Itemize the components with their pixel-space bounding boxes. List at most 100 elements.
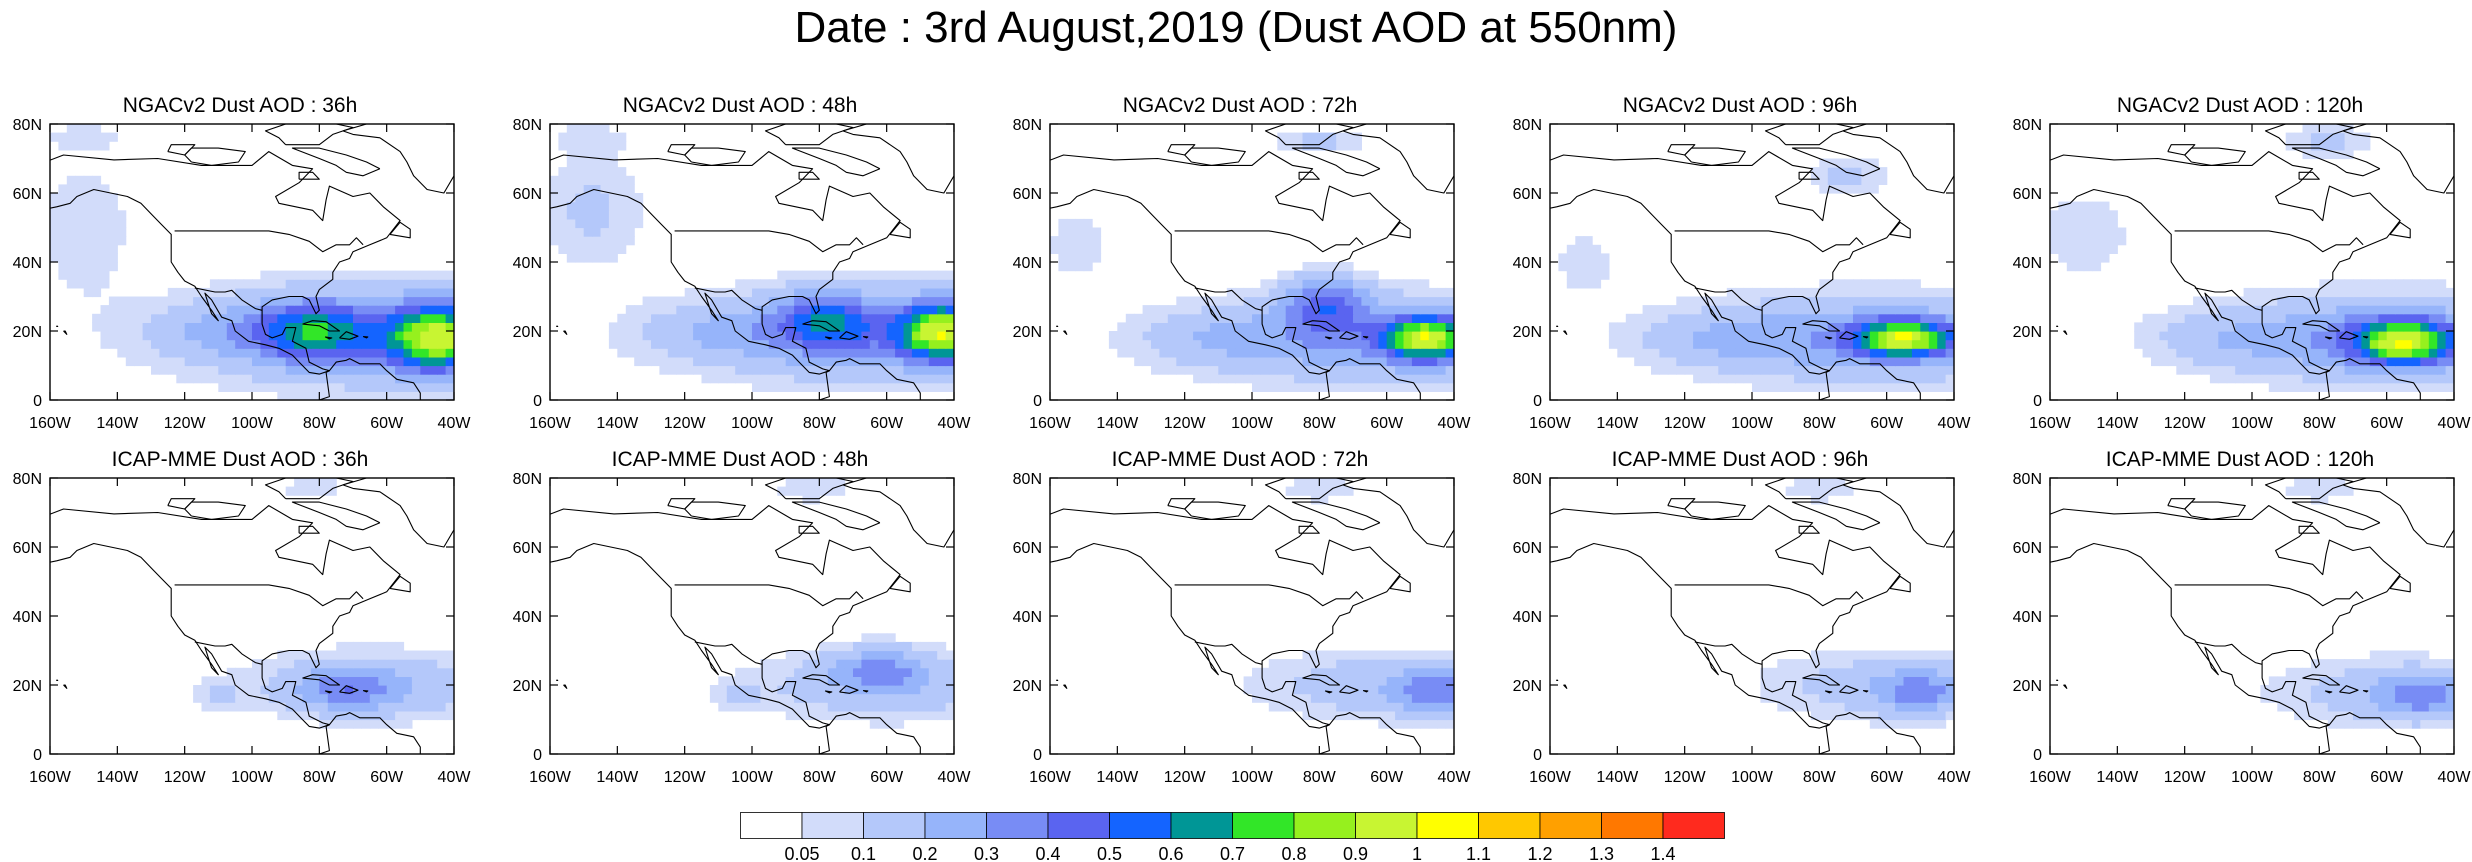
aod-cell [810, 339, 820, 349]
aod-cell [420, 702, 430, 712]
aod-cell [1878, 279, 1888, 289]
aod-cell [260, 659, 270, 669]
aod-cell [1785, 365, 1795, 375]
aod-cell [1117, 322, 1127, 332]
aod-cell [1810, 710, 1820, 721]
aod-cell [2395, 348, 2405, 358]
aod-cell [861, 650, 871, 660]
aod-cell [319, 710, 329, 721]
aod-cell [2268, 313, 2278, 323]
aod-cell [1294, 279, 1304, 289]
aod-cell [1184, 322, 1194, 332]
aod-cell [369, 702, 379, 712]
aod-cell [1768, 296, 1778, 306]
aod-cell [294, 478, 304, 488]
aod-cell [2378, 685, 2388, 695]
aod-cell [1319, 313, 1329, 323]
aod-cell [1928, 667, 1938, 677]
aod-cell [2361, 365, 2371, 375]
aod-cell [1319, 382, 1329, 392]
aod-cell [1827, 305, 1837, 315]
aod-cell [2184, 348, 2194, 358]
colorbar-label: 1.2 [1527, 844, 1552, 862]
aod-cell [810, 685, 820, 695]
aod-cell [428, 339, 438, 349]
aod-cell [108, 339, 118, 349]
aod-cell [1445, 331, 1454, 341]
aod-cell [1945, 348, 1954, 358]
aod-cell [2319, 279, 2329, 289]
aod-cell [1369, 374, 1379, 384]
aod-cell [1642, 322, 1652, 332]
aod-cell [378, 313, 388, 323]
aod-cell [768, 313, 778, 323]
aod-cell [361, 322, 371, 332]
lat-tick-label: 20N [1513, 678, 1542, 695]
national-border [2174, 230, 2364, 253]
aod-cell [1693, 339, 1703, 349]
aod-cell [785, 676, 795, 686]
aod-cell [1277, 382, 1287, 392]
aod-cell [550, 227, 559, 237]
aod-cell [592, 167, 602, 177]
aod-cell [117, 331, 127, 341]
aod-cell [2235, 348, 2245, 358]
aod-cell [928, 339, 938, 349]
aod-cell [2058, 244, 2068, 254]
aod-cell [1428, 685, 1438, 695]
aod-cell [1403, 331, 1413, 341]
aod-cell [1277, 339, 1287, 349]
aod-cell [1344, 650, 1354, 660]
aod-cell [344, 719, 354, 729]
aod-cell [583, 167, 593, 177]
coastline [2050, 505, 2401, 729]
aod-cell [810, 659, 820, 669]
aod-cell [201, 313, 211, 323]
coastline [2302, 674, 2341, 686]
aod-cell [920, 685, 930, 695]
aod-cell [1895, 305, 1905, 315]
aod-cell [1895, 365, 1905, 375]
aod-cell [151, 331, 160, 341]
aod-cell [2428, 296, 2438, 306]
aod-cell [726, 313, 736, 323]
aod-cell [2411, 339, 2421, 349]
aod-cell [853, 287, 862, 298]
aod-cell [827, 710, 837, 721]
aod-cell [1319, 667, 1329, 677]
aod-cell [903, 685, 913, 695]
aod-cell [625, 201, 635, 211]
aod-cell [2159, 356, 2169, 367]
aod-cell [1777, 693, 1787, 703]
aod-cell [2050, 244, 2059, 254]
coastline [824, 690, 833, 694]
aod-cell [2243, 287, 2253, 298]
aod-cell [428, 374, 438, 384]
aod-cell [1226, 296, 1236, 306]
aod-cell [752, 313, 761, 323]
aod-cell [2285, 287, 2295, 298]
aod-cell [1869, 287, 1879, 298]
aod-cell [928, 279, 938, 289]
aod-cell [1411, 279, 1421, 289]
aod-cell [2319, 374, 2329, 384]
aod-cell [1878, 685, 1888, 695]
aod-cell [1937, 331, 1947, 341]
aod-cell [1411, 719, 1421, 729]
aod-cell [2344, 685, 2354, 695]
colorbar-box [1416, 812, 1479, 839]
aod-cell [2252, 365, 2261, 375]
aod-cell [777, 702, 787, 712]
aod-cell [1344, 279, 1354, 289]
aod-cell [395, 382, 405, 392]
aod-cell [625, 339, 635, 349]
aod-cell [945, 296, 954, 306]
aod-cell [1353, 279, 1362, 289]
aod-cell [1625, 339, 1635, 349]
aod-cell [2294, 478, 2304, 488]
aod-cell [1344, 287, 1354, 298]
aod-cell [2344, 719, 2354, 729]
aod-cell [743, 287, 753, 298]
aod-cell [1819, 305, 1829, 315]
aod-cell [608, 175, 618, 185]
